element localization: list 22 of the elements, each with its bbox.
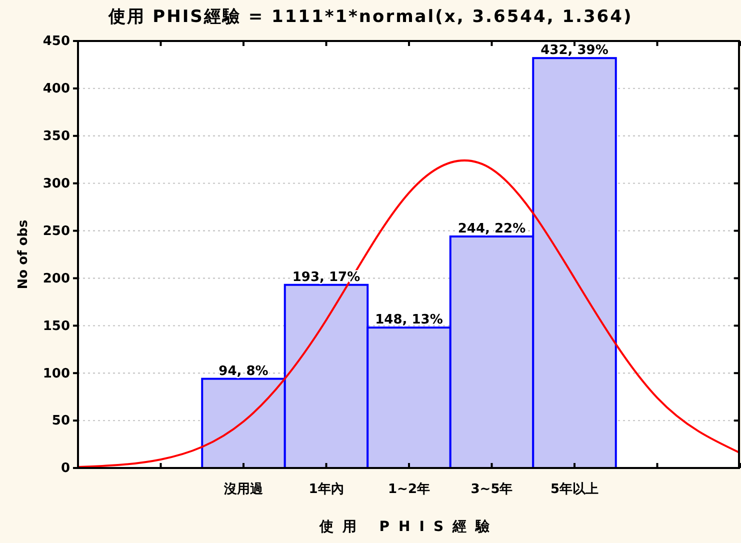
x-tick-label: 5年以上 (550, 482, 599, 498)
data-label: 244, 22% (458, 221, 526, 236)
y-tick-label: 400 (42, 82, 70, 97)
y-tick-label: 200 (42, 271, 70, 286)
data-label: 148, 13% (375, 312, 443, 328)
y-tick-label: 150 (42, 318, 70, 334)
x-axis-title: 使用 PHIS經驗 (318, 519, 499, 535)
x-tick-label: 3~5年 (470, 482, 513, 498)
x-tick-label: 沒用過 (223, 482, 264, 498)
y-tick-label: 0 (60, 461, 70, 476)
y-tick-label: 300 (42, 176, 70, 192)
x-tick-label: 1~2年 (388, 482, 430, 498)
x-tick-label: 1年內 (308, 481, 344, 498)
data-label: 432, 39% (540, 43, 608, 58)
chart-title: 使用 PHIS經驗 = 1111*1*normal(x, 3.6544, 1.364) (107, 7, 633, 27)
y-tick-label: 50 (52, 414, 70, 429)
y-tick-label: 250 (42, 224, 70, 239)
y-tick-label: 450 (42, 34, 70, 50)
y-tick-label: 350 (42, 129, 70, 144)
data-label: 94, 8% (218, 364, 268, 379)
y-axis-title: No of obs (16, 220, 31, 290)
y-tick-label: 100 (42, 366, 70, 382)
